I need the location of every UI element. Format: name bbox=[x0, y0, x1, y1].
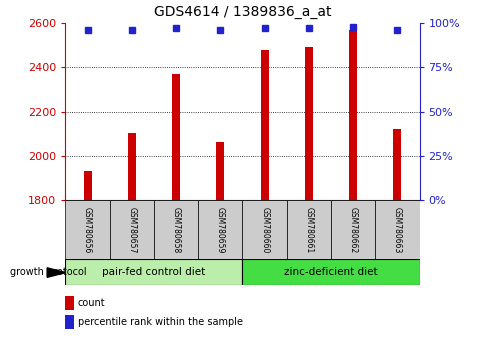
Bar bbox=[128, 132, 136, 200]
Text: pair-fed control diet: pair-fed control diet bbox=[102, 267, 205, 277]
Title: GDS4614 / 1389836_a_at: GDS4614 / 1389836_a_at bbox=[153, 5, 331, 19]
FancyBboxPatch shape bbox=[65, 259, 242, 285]
FancyBboxPatch shape bbox=[242, 200, 286, 260]
Text: growth protocol: growth protocol bbox=[10, 267, 86, 277]
Bar bbox=[83, 171, 91, 200]
FancyBboxPatch shape bbox=[198, 200, 242, 260]
Bar bbox=[260, 50, 268, 200]
Text: GSM780658: GSM780658 bbox=[171, 207, 180, 253]
Text: GSM780656: GSM780656 bbox=[83, 207, 92, 253]
FancyBboxPatch shape bbox=[375, 200, 419, 260]
Bar bbox=[216, 142, 224, 200]
Text: GSM780657: GSM780657 bbox=[127, 207, 136, 253]
FancyBboxPatch shape bbox=[65, 200, 109, 260]
Text: zinc-deficient diet: zinc-deficient diet bbox=[284, 267, 377, 277]
FancyBboxPatch shape bbox=[242, 259, 419, 285]
Bar bbox=[348, 30, 356, 200]
Text: GSM780663: GSM780663 bbox=[392, 207, 401, 253]
Text: count: count bbox=[77, 298, 105, 308]
FancyBboxPatch shape bbox=[286, 200, 330, 260]
FancyBboxPatch shape bbox=[153, 200, 198, 260]
FancyBboxPatch shape bbox=[330, 200, 375, 260]
Bar bbox=[393, 129, 401, 200]
Text: GSM780662: GSM780662 bbox=[348, 207, 357, 253]
Text: GSM780660: GSM780660 bbox=[259, 207, 269, 253]
Bar bbox=[172, 74, 180, 200]
Text: percentile rank within the sample: percentile rank within the sample bbox=[77, 317, 242, 327]
Polygon shape bbox=[47, 268, 65, 278]
Bar bbox=[304, 47, 312, 200]
Text: GSM780659: GSM780659 bbox=[215, 207, 225, 253]
FancyBboxPatch shape bbox=[109, 200, 153, 260]
Text: GSM780661: GSM780661 bbox=[304, 207, 313, 253]
